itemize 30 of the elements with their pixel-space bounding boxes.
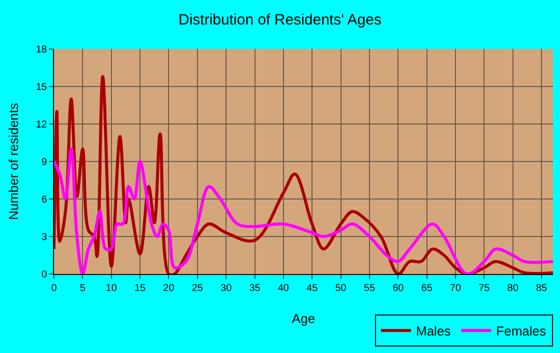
y-tick-label: 6 (41, 194, 48, 206)
x-tick-label: 75 (478, 283, 490, 294)
x-tick-label: 45 (306, 283, 318, 294)
x-tick-label: 20 (163, 283, 175, 294)
x-tick-label: 35 (249, 283, 261, 294)
x-tick-label: 25 (192, 283, 204, 294)
y-tick-label: 12 (36, 120, 48, 130)
x-tick-label: 80 (507, 283, 519, 294)
y-tick-label: 9 (41, 157, 48, 168)
x-tick-label: 0 (51, 283, 58, 294)
x-tick-label: 30 (220, 283, 232, 294)
y-tick-label: 3 (41, 232, 48, 243)
x-tick-label: 5 (80, 283, 86, 294)
legend-label: Males (416, 324, 452, 339)
legend-label: Females (496, 324, 547, 339)
y-tick-label: 0 (41, 270, 48, 280)
x-tick-label: 15 (134, 283, 146, 294)
x-tick-label: 40 (278, 283, 290, 294)
x-tick-label: 60 (392, 283, 404, 294)
y-tick-label: 15 (36, 82, 48, 93)
chart-title: Distribution of Residents' Ages (178, 12, 382, 29)
y-tick-label: 18 (36, 44, 48, 56)
x-tick-label: 55 (364, 283, 376, 294)
x-tick-label: 85 (536, 283, 548, 294)
x-tick-label: 50 (335, 283, 347, 294)
y-axis-title: Number of residents (6, 102, 21, 220)
x-tick-label: 10 (106, 283, 118, 294)
x-tick-label: 65 (421, 283, 433, 294)
x-tick-label: 70 (450, 283, 462, 294)
x-axis-title: Age (292, 311, 316, 326)
